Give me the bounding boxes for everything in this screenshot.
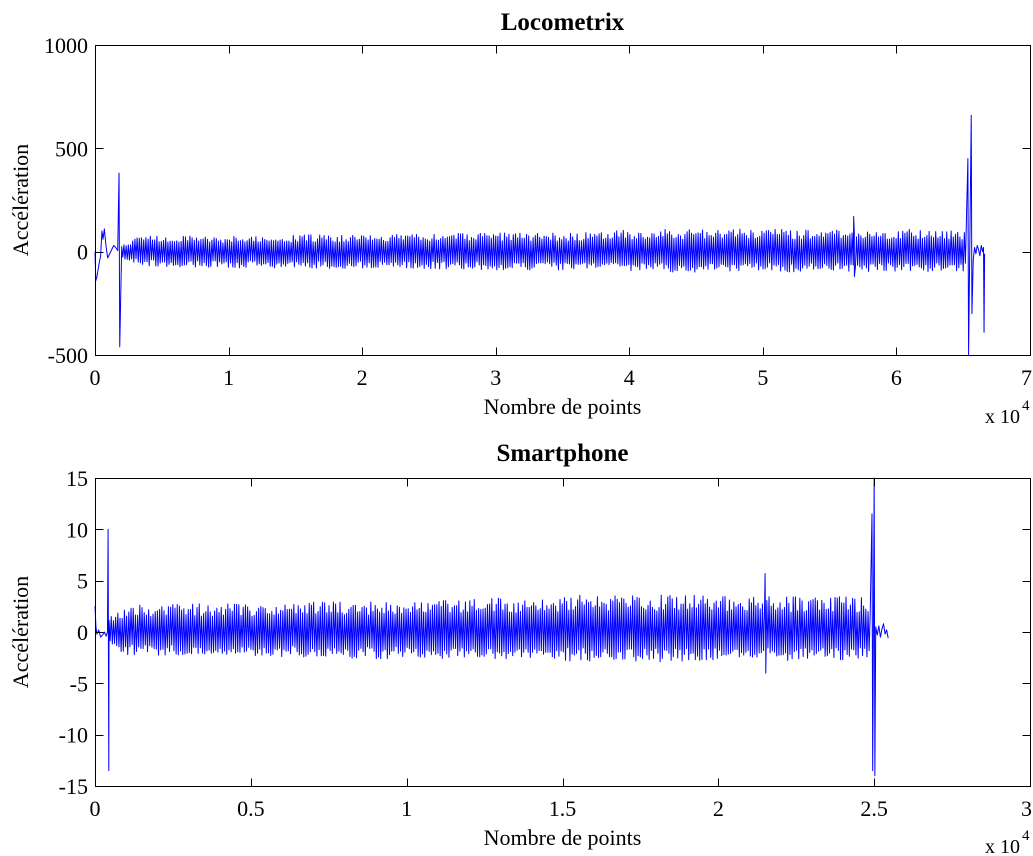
- x-axis-multiplier: x 10: [985, 406, 1020, 428]
- x-axis-multiplier-exponent: 4: [1022, 828, 1030, 844]
- y-tick-label: 10: [66, 517, 88, 542]
- x-tick-label: 1: [223, 365, 234, 390]
- x-tick-label: 3: [1021, 796, 1032, 821]
- x-tick-label: 2: [713, 796, 724, 821]
- x-axis-multiplier: x 10: [985, 836, 1020, 856]
- x-tick-label: 1: [401, 796, 412, 821]
- y-tick-label: 5: [77, 569, 88, 594]
- chart-title: Smartphone: [497, 440, 629, 467]
- y-axis-label: Accélération: [8, 576, 33, 688]
- y-tick-label: -500: [48, 343, 88, 368]
- x-tick-label: 3: [490, 365, 501, 390]
- y-tick-label: -5: [70, 671, 88, 696]
- y-ticks: -15 -10 -5 0 5 10 15: [59, 466, 1031, 799]
- x-tick-label: 5: [757, 365, 768, 390]
- chart-title: Locometrix: [501, 9, 625, 36]
- y-tick-label: 500: [55, 136, 88, 161]
- x-tick-label: 4: [624, 365, 635, 390]
- y-tick-label: 15: [66, 466, 88, 491]
- y-tick-label: 1000: [44, 33, 88, 58]
- x-tick-label: 6: [891, 365, 902, 390]
- y-axis-label: Accélération: [8, 144, 33, 256]
- plot-area: [95, 45, 1031, 356]
- x-tick-label: 0: [90, 365, 101, 390]
- x-ticks: 0 0.5 1 1.5 2 2.5 3: [90, 478, 1032, 821]
- x-axis-label: Nombre de points: [484, 394, 642, 419]
- x-axis-label: Nombre de points: [484, 825, 642, 850]
- y-tick-label: 0: [77, 620, 88, 645]
- x-axis-multiplier-exponent: 4: [1022, 398, 1030, 414]
- x-tick-label: 7: [1021, 365, 1032, 390]
- y-ticks: -500 0 500 1000: [44, 33, 1031, 368]
- signal-line: [94, 114, 986, 356]
- y-tick-label: 0: [77, 240, 88, 265]
- x-tick-label: 2.5: [860, 796, 888, 821]
- x-tick-label: 0.5: [237, 796, 265, 821]
- x-ticks: 0 1 2 3 4 5 6 7: [90, 45, 1032, 390]
- chart-panel: Smartphone 0 0.5 1 1.5 2 2.5 3 -15-10-5051015 …: [8, 440, 1032, 856]
- x-tick-label: 1.5: [549, 796, 577, 821]
- signal-line: [94, 477, 889, 777]
- y-tick-label: -10: [59, 723, 88, 748]
- x-tick-label: 0: [90, 796, 101, 821]
- x-tick-label: 2: [357, 365, 368, 390]
- y-tick-label: -15: [59, 774, 88, 799]
